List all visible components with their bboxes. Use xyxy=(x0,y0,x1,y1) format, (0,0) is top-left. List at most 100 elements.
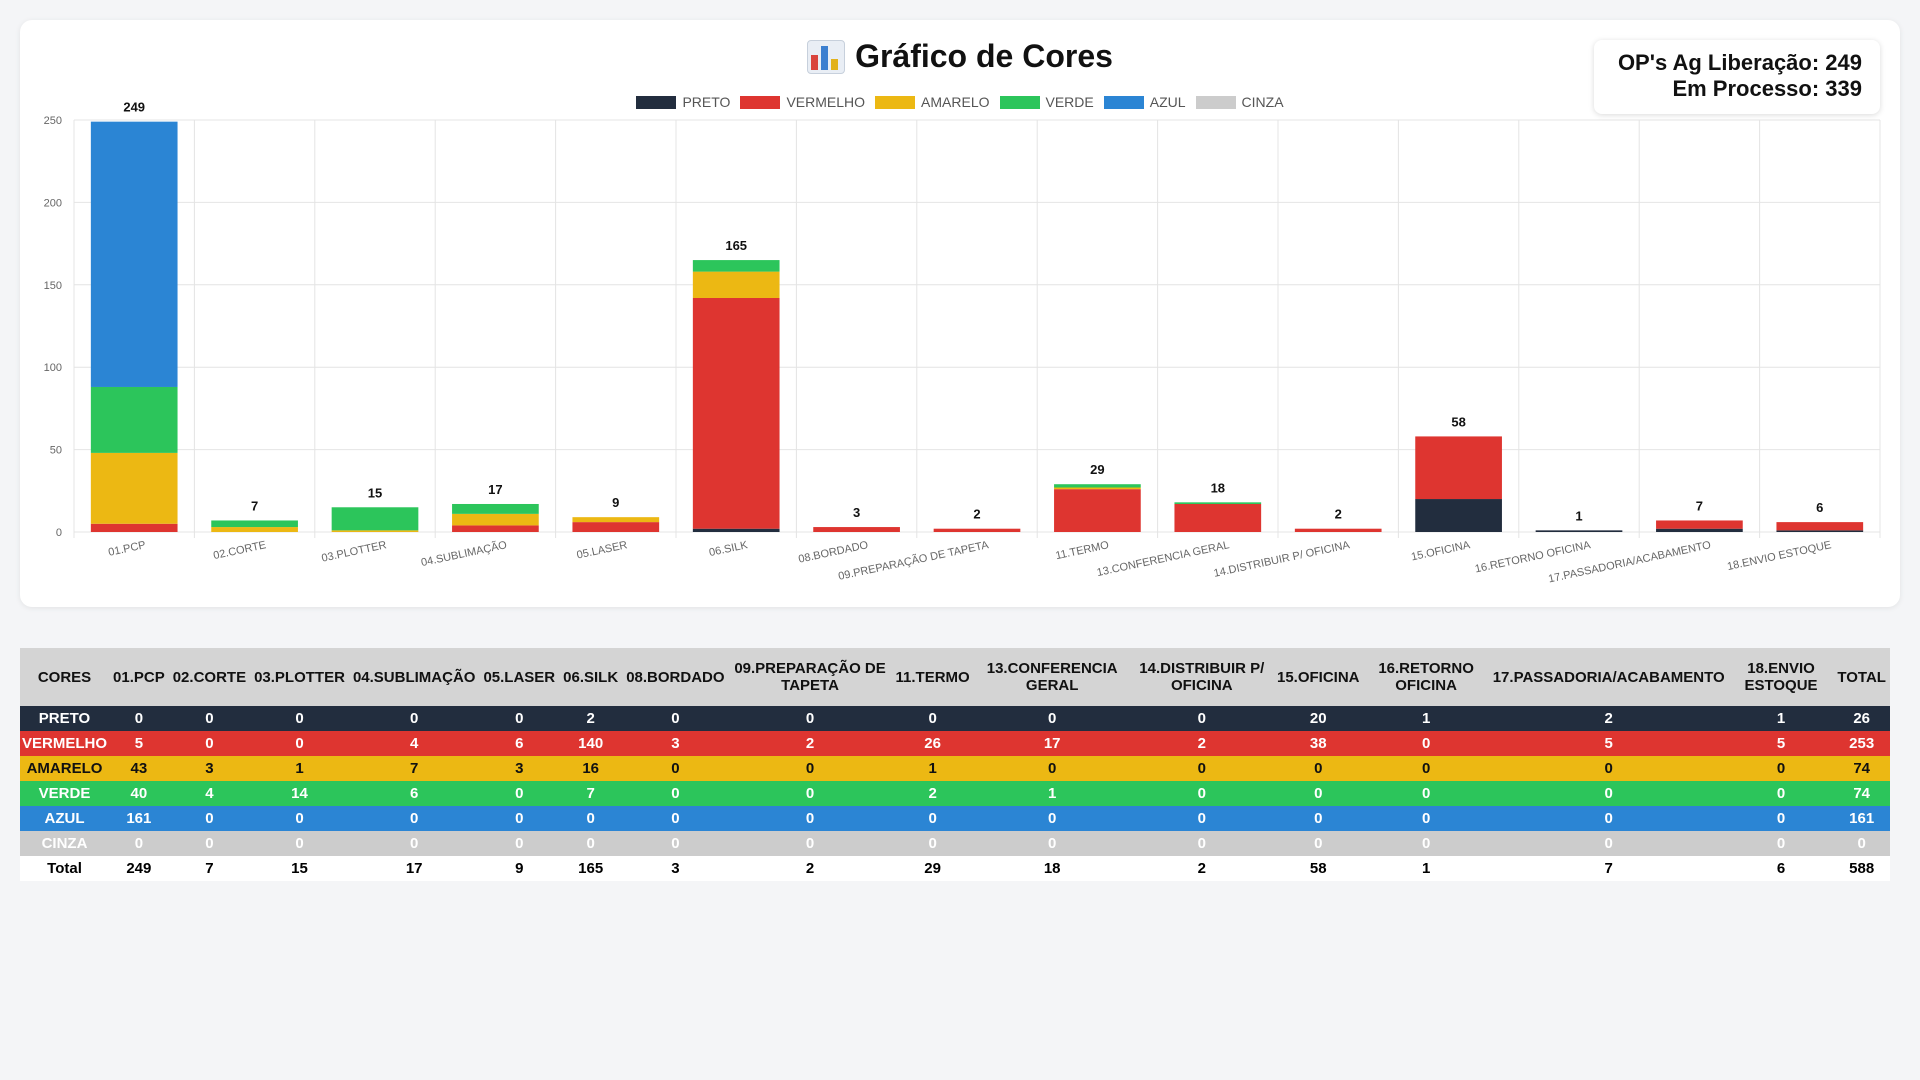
table-cell: 0 xyxy=(1272,756,1364,781)
table-cell: 161 xyxy=(109,806,169,831)
table-cell: 0 xyxy=(250,806,349,831)
bar-segment-verde xyxy=(331,507,419,531)
table-row-amarelo: AMARELO 43 3 1 7 3 16 0 0 1 0 0 0 0 0 0 74 xyxy=(20,756,1890,781)
table-cell: 74 xyxy=(1833,756,1890,781)
table-cell: 0 xyxy=(479,706,560,731)
bar-total-label: 249 xyxy=(123,100,145,115)
chart-plot: 0 50 100 150 200 250 249 01.PCP 7 02.CORTE 15 03.PL… xyxy=(44,100,1881,585)
bar-segment-vermelho xyxy=(1174,503,1262,532)
bar-segment-preto xyxy=(1776,530,1864,532)
table-cell: 0 xyxy=(973,706,1131,731)
table-cell: 0 xyxy=(109,831,169,856)
table-cell: 0 xyxy=(168,831,251,856)
bar-segment-amarelo xyxy=(692,271,780,298)
table-cell: 16 xyxy=(559,756,623,781)
bar-segment-vermelho xyxy=(1656,520,1743,529)
table-cell: 0 xyxy=(1130,831,1273,856)
table-cell: 0 xyxy=(1363,806,1489,831)
table-cell: 0 xyxy=(1363,781,1489,806)
bar-segment-verde xyxy=(692,260,780,272)
table-header-row: CORES 01.PCP 02.CORTE 03.PLOTTER 04.SUBLIMAÇ… xyxy=(20,648,1890,706)
table-cell: 0 xyxy=(1130,706,1273,731)
legend-item-cinza[interactable]: CINZA xyxy=(1195,94,1284,110)
table-cell: 0 xyxy=(250,731,349,756)
bar-segment-amarelo xyxy=(452,513,539,526)
table-header-cell: 04.SUBLIMAÇÃO xyxy=(348,648,480,706)
table-cell: 0 xyxy=(348,706,480,731)
table-cell: 7 xyxy=(348,756,480,781)
table-header-cell: 02.CORTE xyxy=(168,648,251,706)
table-cell: 0 xyxy=(1728,831,1834,856)
legend-item-verde[interactable]: VERDE xyxy=(999,94,1094,110)
row-label-cell: AMARELO xyxy=(20,756,110,781)
bar-total-label: 165 xyxy=(725,238,747,253)
table-cell: 74 xyxy=(1833,781,1890,806)
bar-total-label: 3 xyxy=(853,505,860,520)
table-cell: 2 xyxy=(1130,731,1273,756)
bar-segment-vermelho xyxy=(933,528,1021,532)
bar-segment-vermelho xyxy=(1415,436,1502,500)
table-header-cell: 05.LASER xyxy=(479,648,560,706)
table-cell: 4 xyxy=(348,731,480,756)
table-cell: 0 xyxy=(1363,756,1489,781)
bar-segment-amarelo xyxy=(331,530,419,532)
table-cell: 29 xyxy=(891,856,974,881)
chart-title-text: Gráfico de Cores xyxy=(855,38,1113,74)
table-cell: 249 xyxy=(109,856,169,881)
table-cell: 0 xyxy=(728,706,892,731)
legend-item-amarelo[interactable]: AMARELO xyxy=(875,94,990,110)
table-cell: 0 xyxy=(1728,781,1834,806)
table-cell: 2 xyxy=(1488,706,1729,731)
bar-segment-vermelho xyxy=(1294,528,1382,532)
table-cell: 7 xyxy=(559,781,623,806)
table-cell: 26 xyxy=(1833,706,1890,731)
row-label-cell: Total xyxy=(20,856,110,881)
table-cell: 0 xyxy=(622,756,729,781)
table-cell: 0 xyxy=(1488,806,1729,831)
table-cell: 161 xyxy=(1833,806,1890,831)
x-tick-label: 13.CONFERENCIA GERAL xyxy=(1096,539,1231,579)
table-cell: 20 xyxy=(1272,706,1364,731)
table-cell: 0 xyxy=(1272,831,1364,856)
table-cell: 0 xyxy=(1130,781,1273,806)
table-cell: 0 xyxy=(479,781,560,806)
table-cell: 0 xyxy=(728,806,892,831)
legend-item-vermelho[interactable]: VERMELHO xyxy=(740,94,865,110)
table-cell: 58 xyxy=(1272,856,1364,881)
legend-item-preto[interactable]: PRETO xyxy=(636,94,730,110)
bar-segment-vermelho xyxy=(692,297,780,529)
legend-label: VERMELHO xyxy=(786,94,866,110)
table-header-cell: 15.OFICINA xyxy=(1272,648,1364,706)
table-row-verde: VERDE 40 4 14 6 0 7 0 0 2 1 0 0 0 0 0 74 xyxy=(20,781,1890,806)
table-cell: 0 xyxy=(559,806,623,831)
table-cell: 140 xyxy=(559,731,623,756)
table-cell: 0 xyxy=(973,806,1131,831)
bar-total-label: 9 xyxy=(612,495,619,510)
table-cell: 0 xyxy=(728,831,892,856)
y-tick-label: 0 xyxy=(56,527,62,539)
table-cell: 1 xyxy=(1363,706,1489,731)
table-cell: 0 xyxy=(1488,756,1729,781)
legend-item-azul[interactable]: AZUL xyxy=(1103,94,1186,110)
bar-total-label: 18 xyxy=(1211,480,1225,495)
x-tick-label: 15.OFICINA xyxy=(1410,539,1472,563)
x-tick-label: 11.TERMO xyxy=(1055,539,1111,562)
table-cell: 1 xyxy=(891,756,974,781)
table-cell: 0 xyxy=(1833,831,1890,856)
bar-total-label: 1 xyxy=(1575,508,1582,523)
table-cell: 0 xyxy=(168,806,251,831)
aguardando-liberacao-label: OP's Ag Liberação: 249 xyxy=(1617,50,1862,75)
table-row-preto: PRETO 0 0 0 0 0 2 0 0 0 0 0 20 1 2 1 26 xyxy=(20,706,1890,731)
legend-label: AZUL xyxy=(1149,94,1186,110)
table-cell: 6 xyxy=(479,731,560,756)
legend-swatch xyxy=(999,95,1040,109)
table-cell: 253 xyxy=(1833,731,1890,756)
table-cell: 38 xyxy=(1272,731,1364,756)
data-table: CORES 01.PCP 02.CORTE 03.PLOTTER 04.SUBLIMAÇ… xyxy=(20,648,1890,881)
bar-total-label: 7 xyxy=(1696,498,1703,513)
table-cell: 2 xyxy=(728,856,892,881)
table-cell: 7 xyxy=(168,856,251,881)
table-cell: 4 xyxy=(168,781,251,806)
bar-segment-verde xyxy=(452,503,539,514)
table-header-cell: 13.CONFERENCIA GERAL xyxy=(973,648,1131,706)
